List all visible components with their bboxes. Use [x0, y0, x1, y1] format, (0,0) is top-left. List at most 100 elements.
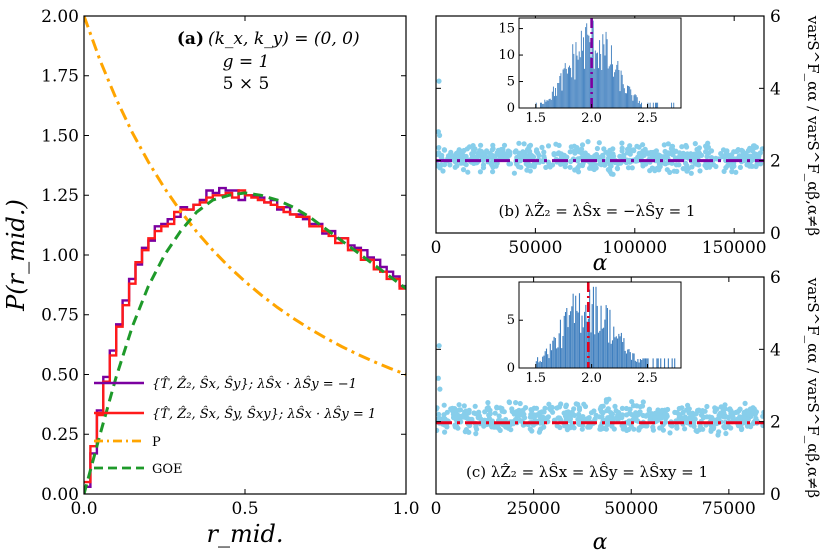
panel-b-point [517, 158, 524, 164]
panel-b-inset-bar [632, 100, 634, 108]
panel-c-point [485, 400, 491, 406]
panel-c-point [722, 425, 728, 431]
panel-c-point [742, 418, 748, 424]
panel-b-inset-bar [552, 86, 554, 108]
panel-c-point [599, 414, 605, 420]
panel-c-inset-bar [582, 327, 584, 368]
panel-c-ylabel: varS^F_αα / varS^F_αβ,α≠β [804, 277, 822, 498]
panel-b-inset-bar [610, 45, 612, 108]
panel-c-inset-bar [581, 315, 583, 368]
panel-c-point [598, 426, 604, 432]
panel-c-point [639, 403, 646, 409]
panel-b-point [441, 147, 447, 153]
panel-b-inset-bar [557, 83, 559, 108]
panel-b-point [673, 162, 680, 168]
panel-b-point [665, 141, 671, 147]
panel-b-inset-bar [627, 85, 628, 108]
panel-b-inset-bar [608, 66, 610, 108]
panel-b-point [601, 146, 607, 152]
panel-b-point [470, 151, 476, 157]
panel-b-point [518, 164, 524, 170]
panel-b-inset-bar [584, 68, 586, 108]
panel-c-point [631, 426, 637, 432]
panel-c-inset-bar [603, 327, 605, 368]
panel-c-inset-bar [548, 358, 550, 368]
panel-c-inset-bar [629, 352, 631, 368]
panel-c-point [715, 432, 721, 438]
panel-c-point [704, 403, 710, 410]
panel-c-inset-bar [599, 330, 601, 368]
panel-b-inset-bar [594, 50, 596, 108]
panel-c-point [547, 406, 553, 412]
panel-b-point [607, 147, 613, 153]
panel-b-inset-bar [620, 70, 622, 108]
panel-b-point [547, 164, 553, 170]
panel-b-point [617, 153, 623, 159]
panel-b-point [708, 148, 715, 154]
panel-c-point [513, 416, 519, 423]
panel-b-inset-bar [577, 59, 579, 108]
panel-c-point [472, 403, 478, 409]
panel-b-inset-bar [570, 67, 572, 108]
panel-c-point [603, 399, 610, 405]
panel-b-point [520, 149, 526, 155]
panel-c-point [474, 426, 480, 432]
panel-c-inset-bar [663, 358, 666, 368]
panel-c-point [546, 401, 552, 407]
panel-c-point [627, 406, 633, 412]
panel-c-point [634, 403, 640, 409]
panel-c-inset-bar [630, 359, 633, 368]
panel-c-inset-bar [547, 354, 549, 368]
panel-a-ytick-label: 1.00 [41, 246, 79, 266]
panel-a-ytick-label: 2.00 [41, 7, 79, 27]
panel-a-ytick-label: 1.50 [41, 126, 79, 146]
panel-c-inset-ticks: 1.5 2.0 2.5 0 5 [507, 313, 658, 386]
panel-b-point [689, 164, 695, 170]
panel-b-inset-ytick-label: 5 [507, 75, 515, 90]
panel-b-point [461, 147, 467, 154]
panel-c-point [597, 406, 604, 412]
panel-c-inset-frame [518, 281, 682, 369]
panel-b-inset-bar [603, 44, 605, 108]
panel-c-ytick-label: 6 [770, 268, 781, 288]
panel-c-point [508, 427, 514, 433]
panel-c-point [631, 416, 637, 422]
panel-b-point [634, 143, 640, 149]
panel-a-ytick-label: 0.00 [41, 485, 79, 505]
panel-b-point [525, 147, 531, 153]
panel-b-point [664, 167, 670, 173]
panel-b-inset-bar [547, 100, 549, 108]
panel-b-point [704, 154, 710, 160]
panel-c-inset-bar [609, 309, 611, 368]
panel-c-inset-bar [597, 332, 600, 368]
panel-b-point [757, 160, 763, 167]
panel-c-inset-marks [535, 282, 676, 368]
panel-c-inset-bar [644, 358, 647, 368]
panel-c-point [753, 409, 760, 415]
panel-c-point [454, 423, 460, 429]
panel-b-inset-ytick-label: 0 [507, 101, 515, 116]
panel-c-point [700, 415, 707, 421]
panel-b-inset-bar [543, 103, 545, 108]
panel-b-point [596, 140, 602, 146]
legend-label-1: {T̂, Ẑ₂, Ŝx, Ŝy}; λŜx · λŜy = −1 [152, 375, 357, 392]
panel-b-point [475, 150, 481, 156]
panel-c-point [452, 415, 458, 421]
panel-b-point [689, 152, 695, 158]
panel-c-ytick-label: 0 [770, 485, 781, 505]
panel-c-inset-bar [634, 360, 636, 368]
panel-b-point [579, 162, 586, 169]
panel-c-inset-bar [561, 348, 563, 368]
panel-c-point [723, 430, 729, 437]
panel-b-inset-bar [571, 77, 573, 108]
panel-c-point [626, 420, 632, 426]
panel-b-point [683, 142, 689, 149]
panel-b-point [545, 143, 552, 149]
panel-b-xtick-label: 100000 [602, 238, 667, 258]
panel-c-point [760, 413, 764, 419]
panel-b-point [478, 142, 484, 148]
panel-b-point [529, 153, 535, 159]
panel-c-xtick-label: 75000 [702, 499, 756, 519]
panel-c-point [669, 423, 675, 429]
